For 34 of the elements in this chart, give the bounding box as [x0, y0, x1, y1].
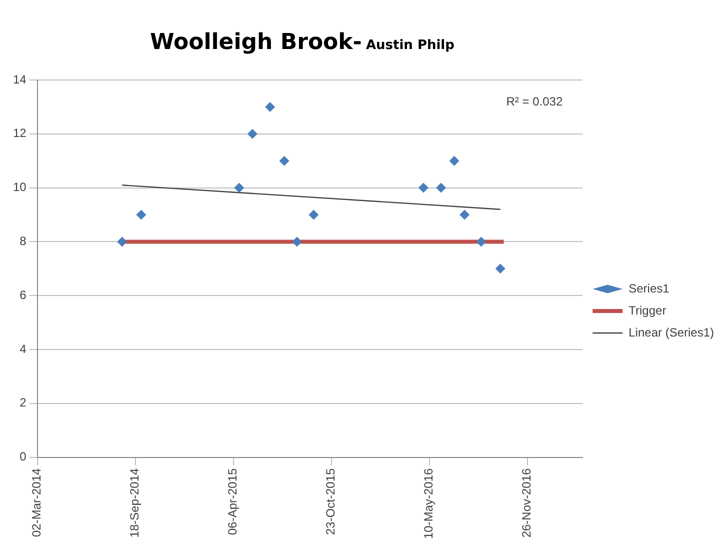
legend-label: Series1 [628, 281, 670, 296]
point [308, 210, 319, 220]
y-tick-label: 4 [20, 342, 27, 356]
y-tick-label: 10 [12, 180, 27, 194]
point [279, 156, 290, 166]
x-tick-label: 02-Mar-2014 [30, 468, 44, 537]
y-tick-label: 12 [12, 126, 27, 140]
y-tick-label: 14 [12, 72, 27, 86]
point [247, 128, 258, 139]
point [449, 156, 460, 166]
chart-title: Woolleigh Brook- [150, 30, 362, 55]
point [292, 236, 302, 247]
y-tick-label: 6 [20, 288, 27, 302]
point [436, 182, 446, 193]
y-tick-label: 0 [20, 450, 27, 464]
point [136, 210, 146, 220]
y-tick-label: 8 [20, 234, 27, 248]
annotation: R² = 0.032 [506, 94, 563, 108]
point [117, 236, 128, 247]
point [234, 182, 244, 193]
x-tick-label: 23-Oct-2015 [324, 468, 338, 535]
x-tick-label: 10-May-2016 [422, 468, 436, 540]
point [476, 236, 486, 247]
x-tick-label: 26-Nov-2016 [520, 468, 534, 538]
chart-subtitle: Austin Philp [366, 38, 454, 53]
point [265, 102, 276, 112]
legend-label: Linear (Series1) [628, 325, 714, 340]
point [495, 264, 506, 274]
legend-label: Trigger [628, 303, 666, 318]
point [460, 210, 470, 220]
point [418, 182, 428, 193]
y-tick-label: 2 [20, 396, 27, 410]
x-tick-label: 06-Apr-2015 [226, 468, 240, 536]
x-tick-label: 18-Sep-2014 [128, 468, 142, 538]
